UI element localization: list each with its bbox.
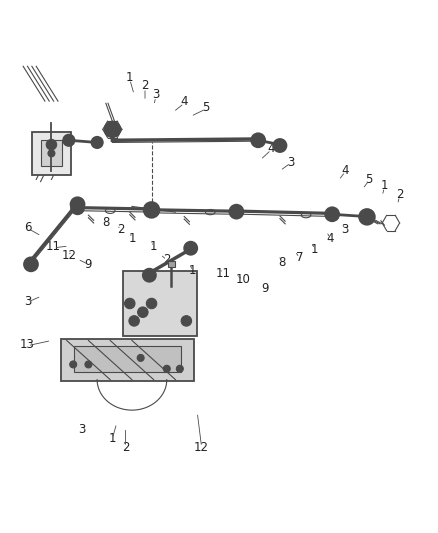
Circle shape [129, 316, 139, 326]
Circle shape [63, 135, 74, 146]
Text: 11: 11 [46, 240, 61, 253]
Circle shape [48, 150, 55, 157]
Text: 7: 7 [296, 251, 303, 264]
Text: 4: 4 [342, 164, 349, 177]
Circle shape [109, 126, 116, 133]
Text: 10: 10 [236, 273, 251, 286]
Circle shape [46, 140, 57, 150]
FancyBboxPatch shape [41, 140, 62, 166]
Circle shape [184, 241, 197, 255]
Circle shape [127, 301, 132, 305]
Text: 11: 11 [216, 266, 231, 279]
Circle shape [141, 310, 145, 314]
Circle shape [85, 361, 92, 368]
Text: 5: 5 [202, 101, 210, 114]
Text: 13: 13 [20, 338, 35, 351]
Circle shape [177, 365, 184, 372]
Text: 3: 3 [152, 88, 159, 101]
Text: 2: 2 [141, 79, 149, 92]
FancyBboxPatch shape [123, 271, 197, 336]
Text: 8: 8 [279, 256, 286, 269]
Circle shape [163, 365, 170, 372]
Text: 1: 1 [109, 432, 116, 445]
Circle shape [138, 307, 148, 318]
FancyBboxPatch shape [74, 346, 181, 372]
Text: 1: 1 [311, 243, 318, 256]
Circle shape [181, 316, 191, 326]
Text: 1: 1 [189, 264, 197, 277]
Text: 3: 3 [24, 295, 31, 308]
Text: 3: 3 [342, 223, 349, 236]
Circle shape [132, 319, 136, 323]
Circle shape [92, 137, 103, 148]
Text: 2: 2 [163, 254, 170, 266]
Circle shape [24, 257, 38, 271]
Text: 8: 8 [102, 216, 110, 230]
Text: 1: 1 [381, 180, 388, 192]
Circle shape [146, 298, 157, 309]
Text: 2: 2 [117, 223, 125, 236]
Circle shape [325, 207, 339, 221]
Circle shape [359, 209, 375, 225]
Circle shape [184, 319, 188, 323]
Text: 4: 4 [326, 232, 334, 245]
Circle shape [71, 197, 85, 211]
Text: 1: 1 [128, 232, 136, 245]
Circle shape [273, 139, 286, 152]
Circle shape [230, 205, 244, 219]
Text: 9: 9 [261, 282, 268, 295]
Text: 6: 6 [24, 221, 31, 234]
FancyBboxPatch shape [61, 339, 194, 381]
Circle shape [251, 133, 265, 147]
Circle shape [144, 202, 159, 218]
Circle shape [124, 298, 135, 309]
Circle shape [70, 361, 77, 368]
Text: 2: 2 [396, 188, 403, 201]
Text: 1: 1 [150, 240, 158, 253]
Text: 4: 4 [268, 142, 275, 156]
Text: 3: 3 [287, 156, 294, 168]
Text: 4: 4 [180, 95, 188, 108]
Circle shape [137, 354, 144, 361]
Text: 1: 1 [126, 71, 134, 84]
Text: 6: 6 [361, 212, 368, 225]
Text: 12: 12 [194, 441, 209, 454]
Text: 3: 3 [78, 423, 85, 436]
Text: 5: 5 [365, 173, 373, 186]
Circle shape [71, 201, 84, 214]
Circle shape [143, 269, 156, 282]
FancyBboxPatch shape [32, 132, 71, 175]
Text: 9: 9 [85, 258, 92, 271]
Text: 2: 2 [122, 441, 129, 454]
Text: 12: 12 [61, 249, 76, 262]
Circle shape [149, 301, 154, 305]
Circle shape [105, 122, 120, 137]
FancyBboxPatch shape [168, 261, 175, 268]
